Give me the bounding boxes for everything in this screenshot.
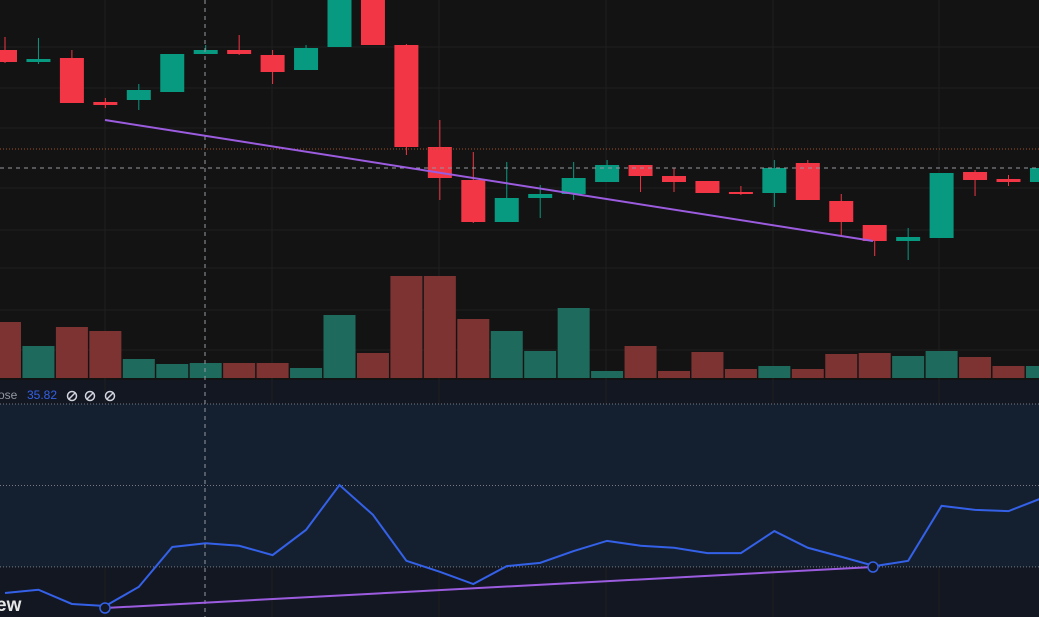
visibility-icons[interactable]	[66, 390, 116, 402]
candle-body	[595, 165, 620, 182]
volume-bar	[925, 351, 958, 378]
candle-body	[26, 59, 51, 62]
volume-bar	[1025, 366, 1039, 378]
volume-bar	[156, 364, 189, 378]
candle-body	[795, 163, 820, 200]
candle-body	[193, 50, 218, 54]
candle-body	[0, 50, 17, 62]
trendline	[104, 119, 874, 242]
volume-bar	[223, 363, 256, 378]
volume-bar	[959, 357, 992, 378]
candle-body	[494, 198, 519, 222]
candle-body	[929, 173, 954, 238]
candle-body	[528, 194, 553, 198]
volume-bar	[691, 352, 724, 378]
volume-bar	[658, 371, 690, 378]
volume-bar	[557, 308, 590, 378]
volume-bar	[624, 346, 657, 378]
volume-bar	[490, 331, 523, 378]
rsi-trendline	[104, 566, 874, 609]
volume-bar	[858, 353, 891, 378]
candle-body	[394, 45, 419, 147]
volume-bar	[55, 327, 88, 378]
candle-body	[662, 176, 686, 182]
watermark: ew	[0, 595, 22, 616]
candle-body	[1029, 168, 1039, 182]
candle-body	[294, 48, 319, 70]
volume-bar	[189, 363, 222, 378]
trendline-handle	[99, 602, 111, 614]
candle-body	[360, 0, 385, 45]
volume-bar	[524, 351, 557, 378]
candle-body	[327, 0, 352, 47]
volume-bar	[591, 371, 624, 378]
candle-body	[59, 58, 84, 103]
candle-body	[461, 180, 486, 222]
candle-body	[260, 55, 285, 72]
candle-body	[862, 225, 887, 241]
candle-body	[996, 179, 1021, 182]
volume-bar	[457, 319, 490, 378]
candle-body	[896, 237, 921, 241]
candle-body	[160, 54, 185, 92]
candle-body	[728, 192, 753, 194]
candle-body	[762, 168, 787, 193]
volume-bar	[22, 346, 55, 378]
volume-bar	[724, 369, 757, 378]
volume-bar	[323, 315, 356, 378]
volume-bar	[256, 363, 289, 378]
candle-body	[963, 172, 988, 180]
volume-bar	[122, 359, 155, 378]
volume-bar	[390, 276, 423, 378]
volume-bar	[892, 356, 925, 378]
candle-body	[695, 181, 720, 193]
candle-body	[93, 102, 118, 105]
candle-body	[628, 165, 653, 176]
candle-body	[561, 178, 586, 194]
volume-bar	[758, 366, 791, 378]
volume-bar	[791, 369, 824, 378]
volume-bar	[423, 276, 456, 378]
volume-bar	[89, 331, 122, 378]
volume-bar	[825, 354, 858, 378]
volume-bar	[992, 366, 1025, 378]
indicator-value: 35.82	[27, 388, 57, 402]
candle-body	[126, 90, 151, 100]
volume-bar	[290, 368, 323, 378]
volume-bar	[0, 322, 21, 378]
candle-body	[227, 50, 252, 54]
volume-bar	[356, 353, 389, 378]
indicator-label: ose	[0, 388, 18, 402]
trendline-handle	[867, 561, 879, 573]
candle-body	[829, 201, 854, 222]
